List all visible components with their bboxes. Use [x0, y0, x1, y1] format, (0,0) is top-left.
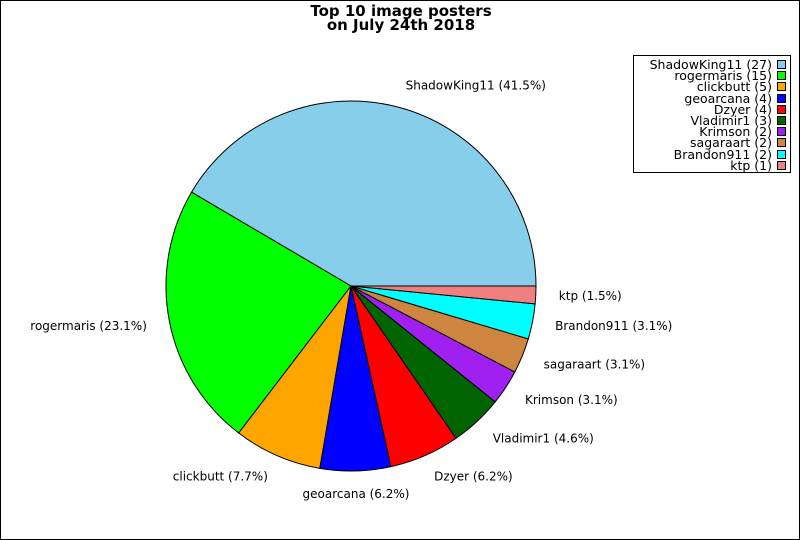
pie-slices — [165, 100, 537, 472]
legend-item-krimson: Krimson (2) — [634, 124, 790, 140]
legend-item-dzyer: Dzyer (4) — [634, 101, 790, 117]
legend-label: Dzyer (4) — [713, 101, 772, 117]
legend-swatch — [777, 71, 786, 81]
legend-item-brandon911: Brandon911 (2) — [634, 146, 790, 162]
chart-title-line-2: on July 24th 2018 — [326, 16, 476, 34]
legend-item-geoarcana: geoarcana (4) — [634, 90, 790, 106]
slice-label-dzyer: Dzyer (6.2%) — [434, 470, 513, 484]
legend-item-rogermaris: rogermaris (15) — [634, 68, 790, 84]
legend-swatch — [777, 127, 786, 137]
legend-label: rogermaris (15) — [674, 68, 772, 84]
slice-label-vladimir1: Vladimir1 (4.6%) — [493, 431, 594, 445]
slice-label-shadowking11: ShadowKing11 (41.5%) — [406, 78, 546, 92]
legend-swatch — [777, 116, 786, 126]
slice-label-clickbutt: clickbutt (7.7%) — [173, 470, 268, 484]
legend-label: clickbutt (5) — [696, 79, 772, 95]
legend-label: geoarcana (4) — [684, 90, 772, 106]
slice-label-sagaraart: sagaraart (3.1%) — [544, 357, 646, 371]
slice-label-ktp: ktp (1.5%) — [559, 289, 622, 303]
legend-label: sagaraart (2) — [690, 135, 772, 151]
legend-swatch — [777, 104, 786, 114]
legend-label: Vladimir1 (3) — [690, 113, 772, 129]
legend-item-clickbutt: clickbutt (5) — [634, 79, 790, 95]
legend-item-ktp: ktp (1) — [634, 157, 790, 173]
legend-item-sagaraart: sagaraart (2) — [634, 135, 790, 151]
legend-label: Brandon911 (2) — [673, 146, 772, 162]
legend-swatch — [777, 82, 786, 92]
slice-label-geoarcana: geoarcana (6.2%) — [303, 487, 410, 501]
legend-swatch — [777, 93, 786, 103]
pie-slice-shadowking11 — [190, 100, 537, 287]
legend-item-vladimir1: Vladimir1 (3) — [634, 113, 790, 129]
slice-label-rogermaris: rogermaris (23.1%) — [30, 319, 147, 333]
legend-label: ktp (1) — [730, 157, 772, 173]
legend-swatch — [777, 160, 786, 170]
slice-label-krimson: Krimson (3.1%) — [525, 393, 618, 407]
chart-title: Top 10 image posters on July 24th 2018 — [1, 2, 799, 34]
legend-swatch — [777, 138, 786, 148]
legend-label: ShadowKing11 (27) — [649, 57, 772, 73]
legend-swatch — [777, 60, 786, 70]
slice-label-brandon911: Brandon911 (3.1%) — [555, 319, 672, 333]
legend: ShadowKing11 (27) rogermaris (15) clickbut… — [633, 55, 791, 173]
legend-swatch — [777, 149, 786, 159]
legend-item-shadowking11: ShadowKing11 (27) — [634, 57, 790, 73]
pie-slice-rogermaris — [165, 191, 352, 434]
pie-slice-ktp — [350, 285, 537, 305]
chart-title-line-1: Top 10 image posters — [310, 2, 492, 20]
legend-label: Krimson (2) — [699, 124, 772, 140]
pie-slice-labels: ShadowKing11 (41.5%) rogermaris (23.1%) cl… — [30, 78, 672, 501]
